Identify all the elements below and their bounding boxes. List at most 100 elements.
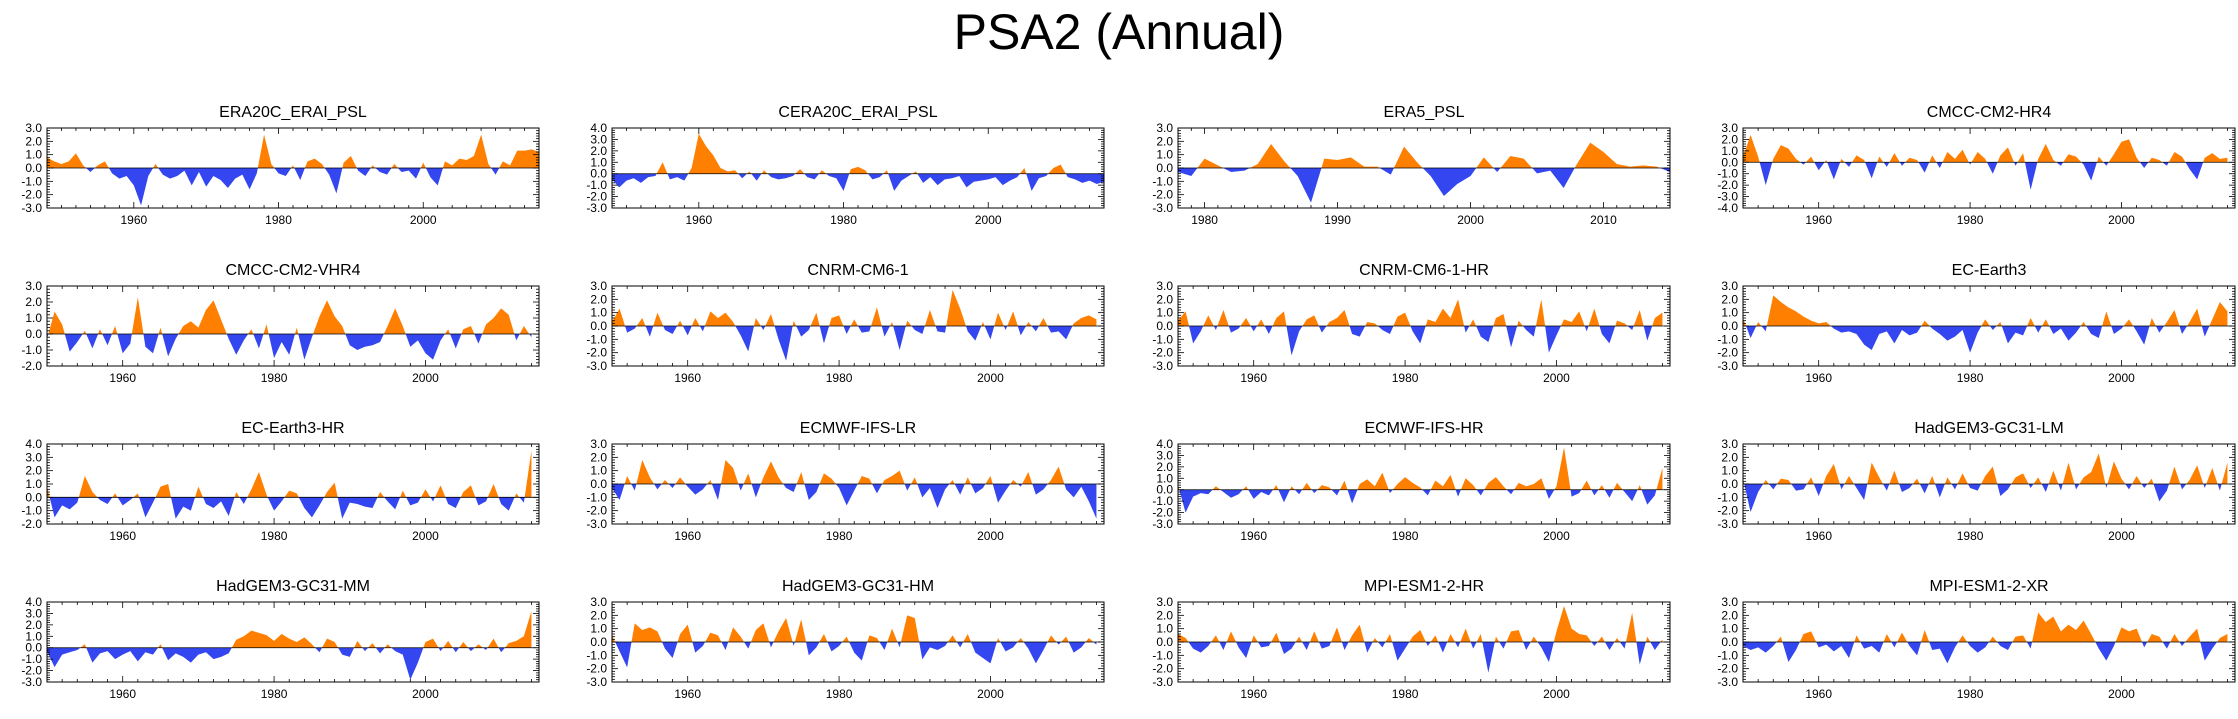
y-tick-label: -3.0 bbox=[586, 359, 607, 373]
positive-anomaly-area bbox=[474, 644, 483, 648]
x-tick-label: 1980 bbox=[261, 371, 288, 385]
positive-anomaly-area bbox=[1026, 322, 1032, 326]
negative-anomaly-area bbox=[2155, 326, 2165, 333]
x-tick-label: 1960 bbox=[685, 213, 712, 227]
positive-anomaly-area bbox=[924, 310, 936, 326]
negative-anomaly-area bbox=[1302, 642, 1310, 650]
positive-anomaly-area bbox=[1047, 635, 1057, 642]
negative-anomaly-area bbox=[2153, 484, 2169, 502]
panel-cnrm-cm6-1: CNRM-CM6-1 3.02.01.00.0-1.0-2.0-3.0 1960 19… bbox=[586, 262, 1105, 385]
panel-cnrm-cm6-1-hr: CNRM-CM6-1-HR 3.02.01.00.0-1.0-2.0-3.0 196… bbox=[1152, 262, 1671, 385]
x-tick-label: 1980 bbox=[261, 687, 288, 701]
negative-anomaly-area bbox=[1278, 489, 1290, 503]
y-tick-label: 3.0 bbox=[1156, 595, 1173, 609]
negative-anomaly-area bbox=[738, 484, 744, 491]
y-tick-label: -1.0 bbox=[1717, 167, 1738, 181]
positive-anomaly-area bbox=[524, 450, 532, 498]
y-tick-label: 1.0 bbox=[1156, 306, 1173, 320]
negative-anomaly-area bbox=[1929, 326, 1982, 353]
y-tick-label: 0.0 bbox=[1721, 319, 1738, 333]
negative-anomaly-area bbox=[1349, 326, 1366, 337]
positive-anomaly-area bbox=[443, 640, 453, 648]
positive-anomaly-area bbox=[1226, 631, 1237, 642]
negative-anomaly-area bbox=[1290, 168, 1322, 203]
negative-anomaly-area bbox=[1968, 484, 1982, 491]
positive-anomaly-area bbox=[1588, 308, 1600, 326]
positive-anomaly-area bbox=[354, 640, 363, 648]
negative-anomaly-area bbox=[1907, 642, 1922, 656]
positive-anomaly-area bbox=[760, 461, 784, 484]
negative-anomaly-area bbox=[49, 497, 79, 518]
positive-anomaly-area bbox=[1476, 157, 1494, 168]
positive-anomaly-area bbox=[1560, 311, 1585, 326]
negative-anomaly-area bbox=[2081, 162, 2097, 181]
panel-era20c-erai-psl: ERA20C_ERAI_PSL 3.02.01.00.0-1.0-2.0-3.0 1… bbox=[21, 104, 540, 227]
y-tick-label: 3.0 bbox=[1721, 279, 1738, 293]
positive-anomaly-area bbox=[2168, 466, 2181, 484]
x-tick-label: 1980 bbox=[1392, 371, 1419, 385]
positive-anomaly-area bbox=[1494, 636, 1500, 642]
y-tick-label: 2.0 bbox=[1156, 608, 1173, 622]
positive-anomaly-area bbox=[499, 149, 539, 168]
x-tick-label: 1980 bbox=[1957, 687, 1984, 701]
x-tick-label: 1960 bbox=[674, 529, 701, 543]
positive-anomaly-area bbox=[1805, 156, 1815, 163]
negative-anomaly-area bbox=[2034, 326, 2042, 333]
negative-anomaly-area bbox=[769, 642, 774, 648]
positive-anomaly-area bbox=[636, 318, 646, 326]
x-tick-label: 2000 bbox=[977, 529, 1004, 543]
positive-anomaly-area bbox=[1240, 318, 1251, 326]
negative-anomaly-area bbox=[1523, 642, 1531, 650]
y-tick-label: -3.0 bbox=[1152, 675, 1173, 689]
positive-anomaly-area bbox=[704, 311, 736, 326]
positive-anomaly-area bbox=[688, 133, 739, 174]
y-tick-label: 4.0 bbox=[25, 437, 42, 451]
positive-anomaly-area bbox=[2147, 634, 2163, 642]
y-tick-label: 3.0 bbox=[1721, 595, 1738, 609]
positive-anomaly-area bbox=[1469, 319, 1477, 326]
x-tick-label: 2000 bbox=[977, 371, 1004, 385]
y-tick-label: -1.0 bbox=[21, 343, 42, 357]
positive-anomaly-area bbox=[1958, 635, 1968, 642]
y-tick-label: -3.0 bbox=[1152, 517, 1173, 531]
y-tick-label: 4.0 bbox=[1156, 437, 1173, 451]
negative-anomaly-area bbox=[1641, 489, 1657, 505]
negative-anomaly-area bbox=[1929, 642, 1959, 664]
negative-anomaly-area bbox=[1250, 326, 1258, 332]
positive-anomaly-area bbox=[368, 643, 376, 648]
positive-anomaly-area bbox=[1989, 636, 1998, 642]
positive-anomaly-area bbox=[754, 318, 761, 326]
positive-anomaly-area bbox=[2185, 628, 2201, 642]
positive-anomaly-area bbox=[1652, 312, 1663, 326]
negative-anomaly-area bbox=[2041, 484, 2049, 492]
y-tick-label: 0.0 bbox=[25, 327, 42, 341]
negative-anomaly-area bbox=[1746, 326, 1757, 338]
negative-anomaly-area bbox=[108, 168, 154, 206]
y-tick-label: 3.0 bbox=[1156, 121, 1173, 135]
panel-ecmwf-ifs-lr: ECMWF-IFS-LR 3.02.01.00.0-1.0-2.0-3.0 1960… bbox=[586, 420, 1105, 543]
negative-anomaly-area bbox=[438, 647, 444, 652]
negative-anomaly-area bbox=[294, 168, 305, 180]
y-tick-label: 2.0 bbox=[25, 618, 42, 632]
negative-anomaly-area bbox=[1545, 326, 1561, 353]
x-tick-label: 1960 bbox=[1240, 371, 1267, 385]
negative-anomaly-area bbox=[971, 642, 997, 664]
y-tick-label: 2.0 bbox=[1156, 460, 1173, 474]
positive-anomaly-area bbox=[131, 297, 144, 334]
positive-anomaly-area bbox=[887, 628, 898, 642]
negative-anomaly-area bbox=[171, 497, 196, 519]
x-tick-label: 1960 bbox=[120, 213, 147, 227]
y-tick-label: -1.0 bbox=[21, 174, 42, 188]
y-tick-label: -3.0 bbox=[1717, 517, 1738, 531]
positive-anomaly-area bbox=[1321, 157, 1380, 168]
negative-anomaly-area bbox=[1743, 642, 1777, 653]
positive-anomaly-area bbox=[1506, 630, 1524, 642]
y-tick-label: -3.0 bbox=[1717, 359, 1738, 373]
negative-anomaly-area bbox=[1813, 484, 1824, 496]
negative-anomaly-area bbox=[2095, 642, 2116, 661]
panel-ec-earth3-hr: EC-Earth3-HR 4.03.02.01.00.0-1.0-2.0 1960 1… bbox=[21, 420, 540, 543]
negative-anomaly-area bbox=[2014, 162, 2018, 166]
negative-anomaly-area bbox=[2074, 484, 2080, 490]
y-tick-label: 4.0 bbox=[25, 595, 42, 609]
positive-anomaly-area bbox=[420, 489, 431, 498]
